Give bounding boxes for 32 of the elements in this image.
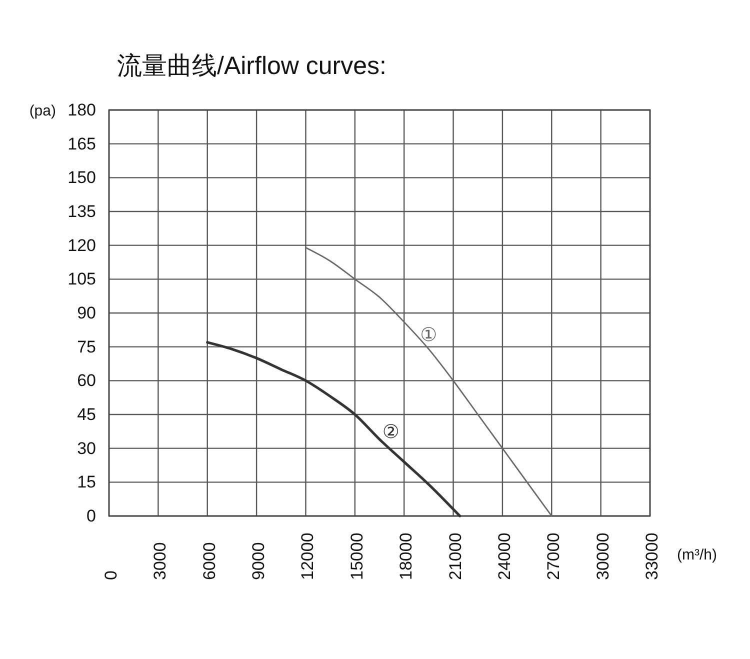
x-tick-label: 21000 <box>446 532 465 580</box>
x-tick-label: 27000 <box>544 532 564 580</box>
y-tick-label: 135 <box>68 202 96 221</box>
y-tick-label: 60 <box>77 371 96 390</box>
series-label: ① <box>420 324 438 346</box>
y-tick-label: 150 <box>68 168 96 188</box>
x-tick-label: 33000 <box>642 532 662 580</box>
y-tick-label: 165 <box>68 134 96 154</box>
y-tick-label: 45 <box>77 405 96 424</box>
x-tick-label: 30000 <box>593 532 612 580</box>
series-label: ② <box>382 420 400 443</box>
x-tick-label: 0 <box>102 570 120 580</box>
y-tick-label: 0 <box>86 506 96 526</box>
y-tick-label: 75 <box>77 337 96 356</box>
y-tick-label: 30 <box>77 438 96 458</box>
x-tick-label: 24000 <box>494 532 514 580</box>
x-tick-label: 6000 <box>200 542 219 580</box>
y-tick-label: 120 <box>68 236 96 255</box>
y-axis-title: (pa) <box>29 102 56 120</box>
y-tick-label: 90 <box>77 304 96 322</box>
chart-title: 流量曲线/Airflow curves: <box>117 52 386 80</box>
x-tick-label: 12000 <box>298 532 318 580</box>
x-axis-title: (m³/h) <box>677 546 717 564</box>
x-tick-label: 9000 <box>249 542 268 580</box>
x-tick-label: 18000 <box>396 532 416 580</box>
y-tick-label: 105 <box>68 270 96 289</box>
y-tick-label: 15 <box>77 472 96 492</box>
x-tick-label: 15000 <box>347 532 366 580</box>
x-tick-label: 3000 <box>150 542 170 580</box>
line-series <box>206 341 462 518</box>
line-series <box>305 246 552 517</box>
y-tick-label: 180 <box>68 100 96 120</box>
